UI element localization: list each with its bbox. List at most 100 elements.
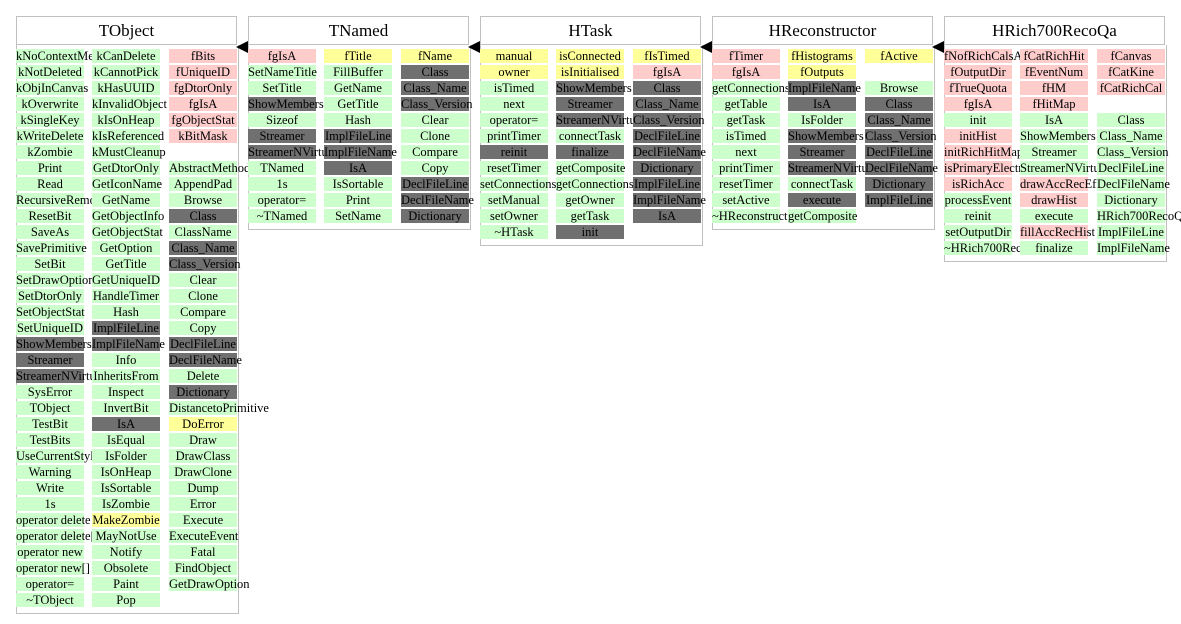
member-fgisa[interactable]: fgIsA [169, 97, 237, 111]
member-1s[interactable]: 1s [16, 497, 84, 511]
member-factive[interactable]: fActive [865, 49, 933, 63]
member-declfilename[interactable]: DeclFileName [633, 145, 706, 159]
member-abstractmethod[interactable]: AbstractMethod [169, 161, 251, 175]
member-execute[interactable]: execute [1020, 209, 1088, 223]
member-istimed[interactable]: isTimed [712, 129, 780, 143]
member-class[interactable]: Class [865, 97, 933, 111]
member-testbit[interactable]: TestBit [16, 417, 84, 431]
member-showmembers[interactable]: ShowMembers [1020, 129, 1096, 143]
member-implfilename[interactable]: ImplFileName [633, 193, 706, 207]
member-inheritsfrom[interactable]: InheritsFrom [92, 369, 160, 383]
member-ftimer[interactable]: fTimer [712, 49, 780, 63]
member-setmanual[interactable]: setManual [480, 193, 548, 207]
member-class-version[interactable]: Class_Version [865, 129, 937, 143]
member-testbits[interactable]: TestBits [16, 433, 84, 447]
member-fgisa[interactable]: fgIsA [712, 65, 780, 79]
member-setowner[interactable]: setOwner [480, 209, 548, 223]
member-fgobjectstat[interactable]: fgObjectStat [169, 113, 237, 127]
member-operator[interactable]: operator= [248, 193, 316, 207]
member-drawclone[interactable]: DrawClone [169, 465, 237, 479]
member-fhitmap[interactable]: fHitMap [1020, 97, 1088, 111]
member-declfilename[interactable]: DeclFileName [169, 353, 242, 367]
member-implfilename[interactable]: ImplFileName [788, 81, 861, 95]
member-kzombie[interactable]: kZombie [16, 145, 84, 159]
member-getname[interactable]: GetName [92, 193, 160, 207]
member-empty[interactable] [1097, 97, 1165, 111]
member-getobjectstat[interactable]: GetObjectStat [92, 225, 163, 239]
member-next[interactable]: next [712, 145, 780, 159]
member-funiqueid[interactable]: fUniqueID [169, 65, 237, 79]
member-clear[interactable]: Clear [169, 273, 237, 287]
member-fhistograms[interactable]: fHistograms [788, 49, 856, 63]
member-gettitle[interactable]: GetTitle [324, 97, 392, 111]
member-fcatrichhit[interactable]: fCatRichHit [1020, 49, 1088, 63]
member-gettable[interactable]: getTable [712, 97, 780, 111]
member-operator-new[interactable]: operator new [16, 545, 84, 559]
member-copy[interactable]: Copy [401, 161, 469, 175]
member-isa[interactable]: IsA [633, 209, 701, 223]
member-streamer[interactable]: Streamer [16, 353, 84, 367]
member-isa[interactable]: IsA [1020, 113, 1088, 127]
member-setconnections[interactable]: setConnections [480, 177, 557, 191]
member-declfileline[interactable]: DeclFileLine [865, 145, 933, 159]
member-geticonname[interactable]: GetIconName [92, 177, 163, 191]
member-drawhist[interactable]: drawHist [1020, 193, 1088, 207]
member-kobjincanvas[interactable]: kObjInCanvas [16, 81, 89, 95]
member-isrichacc[interactable]: isRichAcc [944, 177, 1012, 191]
member-isequal[interactable]: IsEqual [92, 433, 160, 447]
member-doerror[interactable]: DoError [169, 417, 237, 431]
member-operator-delete[interactable]: operator delete [16, 513, 91, 527]
member-ksinglekey[interactable]: kSingleKey [16, 113, 84, 127]
member-implfileline[interactable]: ImplFileLine [633, 177, 701, 191]
member-isonheap[interactable]: IsOnHeap [92, 465, 160, 479]
member-execute[interactable]: execute [788, 193, 856, 207]
member-streamer[interactable]: Streamer [248, 129, 316, 143]
member-iszombie[interactable]: IsZombie [92, 497, 160, 511]
member-reinit[interactable]: reinit [480, 145, 548, 159]
member-setactive[interactable]: setActive [712, 193, 780, 207]
member-maynotuse[interactable]: MayNotUse [92, 529, 160, 543]
member-kinvalidobject[interactable]: kInvalidObject [92, 97, 167, 111]
member-paint[interactable]: Paint [92, 577, 160, 591]
member-foutputdir[interactable]: fOutputDir [944, 65, 1012, 79]
member-warning[interactable]: Warning [16, 465, 84, 479]
member-isa[interactable]: IsA [324, 161, 392, 175]
member-class-name[interactable]: Class_Name [1097, 129, 1165, 143]
member-write[interactable]: Write [16, 481, 84, 495]
member-reinit[interactable]: reinit [944, 209, 1012, 223]
member-fname[interactable]: fName [401, 49, 469, 63]
member-empty[interactable] [169, 145, 237, 159]
member-getconnections[interactable]: getConnections [556, 177, 634, 191]
member-getuniqueid[interactable]: GetUniqueID [92, 273, 161, 287]
member-isconnected[interactable]: isConnected [556, 49, 624, 63]
member-setoutputdir[interactable]: setOutputDir [944, 225, 1012, 239]
member-recursiveremove[interactable]: RecursiveRemove [16, 193, 108, 207]
member-khasuuid[interactable]: kHasUUID [92, 81, 160, 95]
member-showmembers[interactable]: ShowMembers [248, 97, 324, 111]
member-implfileline[interactable]: ImplFileLine [92, 321, 160, 335]
member-fcanvas[interactable]: fCanvas [1097, 49, 1165, 63]
member-resetbit[interactable]: ResetBit [16, 209, 84, 223]
member-compare[interactable]: Compare [169, 305, 237, 319]
member-fhm[interactable]: fHM [1020, 81, 1088, 95]
member-setnametitle[interactable]: SetNameTitle [248, 65, 317, 79]
member-syserror[interactable]: SysError [16, 385, 84, 399]
member-operator-new[interactable]: operator new[] [16, 561, 90, 575]
member-showmembers[interactable]: ShowMembers [556, 81, 632, 95]
member-execute[interactable]: Execute [169, 513, 237, 527]
member-clone[interactable]: Clone [401, 129, 469, 143]
member-owner[interactable]: owner [480, 65, 548, 79]
member-compare[interactable]: Compare [401, 145, 469, 159]
member-foutputs[interactable]: fOutputs [788, 65, 856, 79]
member-ftitle[interactable]: fTitle [324, 49, 392, 63]
member-streamernvirtual[interactable]: StreamerNVirtual [248, 145, 337, 159]
member-fgisa[interactable]: fgIsA [248, 49, 316, 63]
member-showmembers[interactable]: ShowMembers [788, 129, 864, 143]
member-fnofrichcalsacc[interactable]: fNofRichCalsAcc [944, 49, 1034, 63]
member-hash[interactable]: Hash [92, 305, 160, 319]
member-declfilename[interactable]: DeclFileName [401, 193, 474, 207]
member-manual[interactable]: manual [480, 49, 548, 63]
member-streamer[interactable]: Streamer [788, 145, 856, 159]
member-inspect[interactable]: Inspect [92, 385, 160, 399]
member-declfileline[interactable]: DeclFileLine [401, 177, 469, 191]
